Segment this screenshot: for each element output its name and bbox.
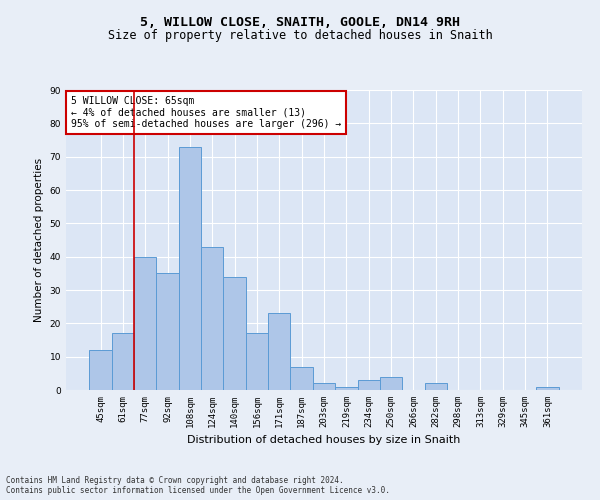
Bar — [179, 146, 201, 390]
Text: Size of property relative to detached houses in Snaith: Size of property relative to detached ho… — [107, 28, 493, 42]
Y-axis label: Number of detached properties: Number of detached properties — [34, 158, 44, 322]
Text: 5 WILLOW CLOSE: 65sqm
← 4% of detached houses are smaller (13)
95% of semi-detac: 5 WILLOW CLOSE: 65sqm ← 4% of detached h… — [71, 96, 341, 129]
Bar — [358, 380, 380, 390]
Bar — [290, 366, 313, 390]
Bar — [157, 274, 179, 390]
Text: 5, WILLOW CLOSE, SNAITH, GOOLE, DN14 9RH: 5, WILLOW CLOSE, SNAITH, GOOLE, DN14 9RH — [140, 16, 460, 29]
Bar — [223, 276, 246, 390]
Bar — [246, 334, 268, 390]
Bar — [201, 246, 223, 390]
Bar — [313, 384, 335, 390]
Bar — [89, 350, 112, 390]
Bar — [536, 386, 559, 390]
Bar — [268, 314, 290, 390]
Bar — [134, 256, 157, 390]
Bar — [425, 384, 447, 390]
Bar — [112, 334, 134, 390]
Text: Contains HM Land Registry data © Crown copyright and database right 2024.
Contai: Contains HM Land Registry data © Crown c… — [6, 476, 390, 495]
Bar — [380, 376, 402, 390]
Bar — [335, 386, 358, 390]
X-axis label: Distribution of detached houses by size in Snaith: Distribution of detached houses by size … — [187, 436, 461, 446]
